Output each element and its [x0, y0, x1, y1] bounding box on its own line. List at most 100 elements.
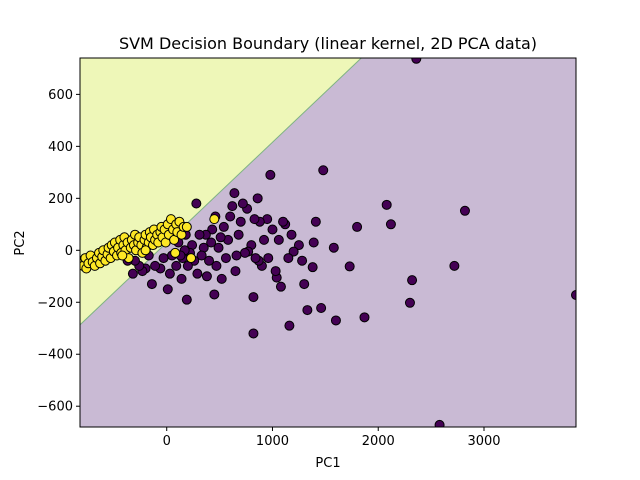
data-point-class-0 [164, 268, 175, 279]
data-point-class-0 [278, 216, 289, 227]
data-point-class-0 [239, 247, 250, 258]
data-point-class-0 [209, 289, 220, 300]
y-tick-label: 200 [48, 192, 73, 207]
data-point-class-0 [218, 221, 229, 232]
data-point-class-0 [207, 224, 218, 235]
data-point-class-1 [170, 247, 181, 258]
data-point-class-0 [571, 289, 576, 300]
data-point-class-0 [225, 211, 236, 222]
data-point-class-0 [302, 305, 313, 316]
data-point-class-0 [211, 260, 222, 271]
data-point-class-1 [209, 214, 220, 225]
data-point-class-0 [283, 253, 294, 264]
y-tick-label: 0 [65, 244, 73, 259]
data-point-class-0 [265, 169, 276, 180]
data-point-class-0 [150, 260, 161, 271]
x-tick-label: 2000 [362, 434, 395, 449]
data-point-class-0 [176, 273, 187, 284]
data-point-class-0 [250, 253, 261, 264]
data-point-class-0 [230, 266, 241, 277]
data-point-class-1 [117, 250, 128, 261]
data-point-class-0 [127, 268, 138, 279]
data-point-class-0 [273, 234, 284, 245]
data-point-class-0 [231, 250, 242, 261]
data-point-class-0 [229, 188, 240, 199]
data-point-class-0 [385, 219, 396, 230]
x-tick-label: 1000 [256, 434, 289, 449]
data-point-class-0 [352, 221, 363, 232]
data-point-class-0 [275, 281, 286, 292]
data-point-class-0 [252, 193, 263, 204]
data-point-class-0 [196, 250, 207, 261]
y-tick-label: 600 [48, 88, 73, 103]
y-tick-label: 400 [48, 140, 73, 155]
data-point-class-0 [434, 419, 445, 427]
data-point-class-0 [158, 253, 169, 264]
plot-area [80, 58, 576, 427]
data-points [80, 58, 576, 427]
data-point-class-0 [216, 273, 227, 284]
data-point-class-0 [204, 255, 215, 266]
data-point-class-0 [307, 262, 318, 273]
data-point-class-0 [308, 237, 319, 248]
data-point-class-0 [404, 297, 415, 308]
data-point-class-0 [235, 216, 246, 227]
data-point-class-0 [227, 201, 238, 212]
data-point-class-0 [288, 246, 299, 257]
data-point-class-0 [215, 232, 226, 243]
data-point-class-0 [259, 234, 270, 245]
data-point-class-0 [263, 253, 274, 264]
decision-boundary-line [80, 58, 362, 326]
data-point-class-0 [381, 199, 392, 210]
data-point-class-0 [237, 198, 248, 209]
data-point-class-0 [344, 261, 355, 272]
data-point-class-0 [220, 253, 231, 264]
data-point-class-0 [248, 328, 259, 339]
y-axis: −600 −400 −200 0 200 400 600 [37, 88, 80, 415]
data-point-class-0 [449, 260, 460, 271]
data-point-class-0 [284, 320, 295, 331]
x-tick-label: 0 [163, 434, 171, 449]
data-point-class-0 [194, 229, 205, 240]
y-axis-label: PC2 [13, 230, 28, 255]
data-point-class-0 [293, 240, 304, 251]
y-tick-label: −400 [37, 348, 73, 363]
plot-frame [79, 57, 577, 428]
data-point-class-0 [233, 229, 244, 240]
data-point-class-0 [162, 284, 173, 295]
chart-title: SVM Decision Boundary (linear kernel, 2D… [119, 34, 537, 53]
x-axis: 0 1000 2000 3000 [163, 427, 501, 449]
data-point-class-0 [146, 279, 157, 290]
data-point-class-0 [407, 275, 418, 286]
data-point-class-1 [186, 253, 197, 264]
data-point-class-0 [310, 216, 321, 227]
data-point-class-0 [249, 214, 260, 225]
data-point-class-0 [297, 255, 308, 266]
x-tick-label: 3000 [467, 434, 500, 449]
y-tick-label: −600 [37, 400, 73, 415]
data-point-class-0 [192, 268, 203, 279]
x-axis-label: PC1 [315, 456, 340, 471]
data-point-class-0 [201, 271, 212, 282]
data-point-class-0 [267, 224, 278, 235]
data-point-class-0 [171, 260, 182, 271]
y-tick-label: −200 [37, 296, 73, 311]
data-point-class-0 [248, 292, 259, 303]
data-point-class-0 [270, 266, 281, 277]
data-point-class-0 [299, 279, 310, 290]
data-point-class-0 [328, 242, 339, 253]
data-point-class-0 [411, 58, 422, 64]
data-point-class-0 [213, 242, 224, 253]
data-point-class-0 [206, 237, 217, 248]
data-point-class-0 [191, 198, 202, 209]
data-point-class-1 [181, 221, 192, 232]
data-point-class-0 [286, 229, 297, 240]
data-point-class-0 [459, 205, 470, 216]
data-point-class-1 [140, 245, 151, 256]
data-point-class-0 [330, 315, 341, 326]
data-point-class-0 [359, 312, 370, 323]
data-point-class-0 [316, 302, 327, 313]
data-point-class-0 [181, 294, 192, 305]
data-point-class-0 [318, 165, 329, 176]
